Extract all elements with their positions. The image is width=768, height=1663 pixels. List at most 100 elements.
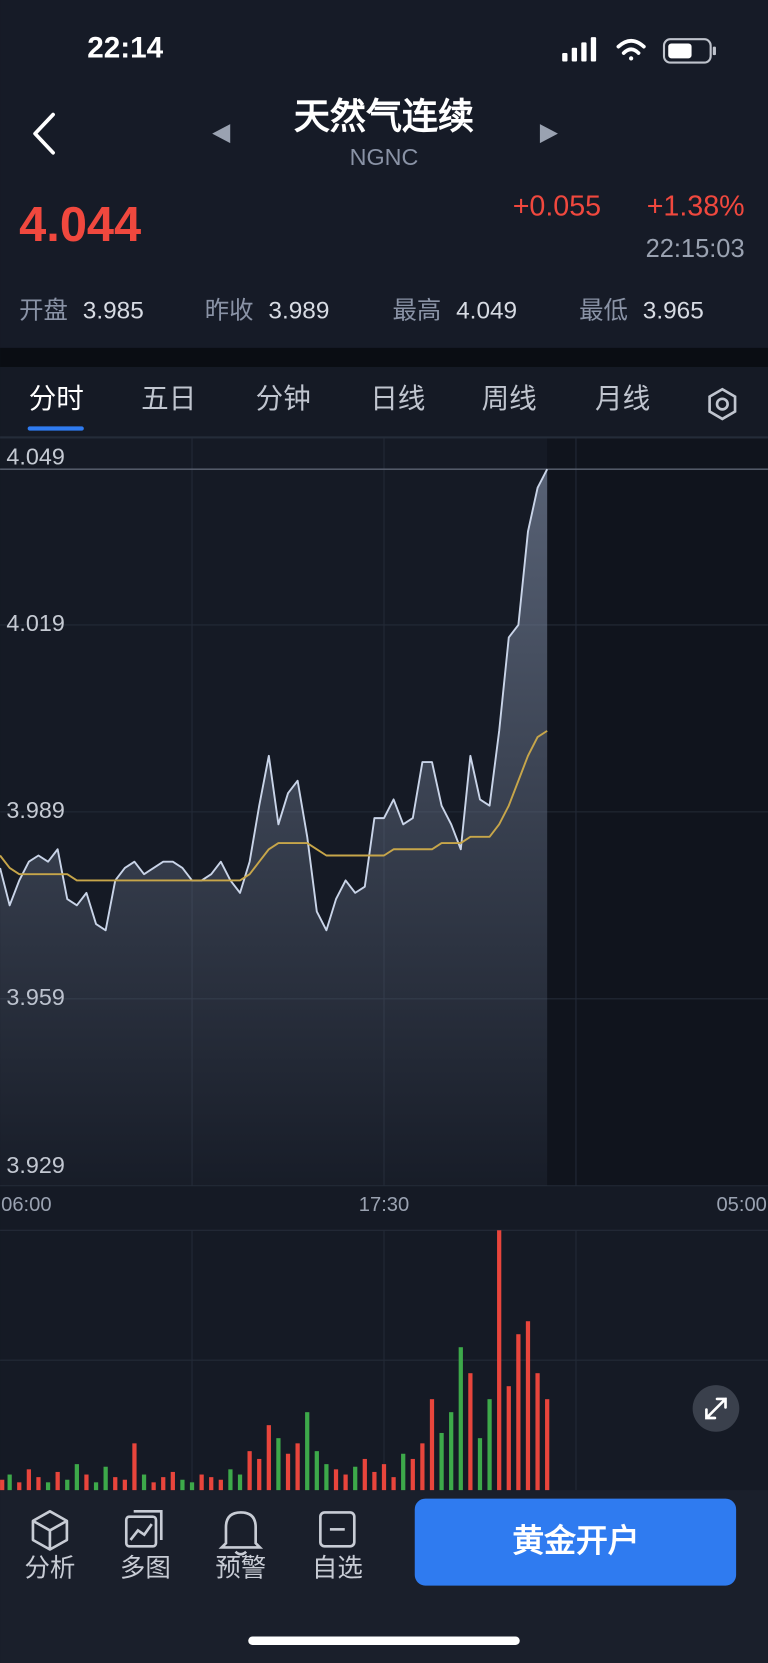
volume-bar	[55, 1471, 60, 1491]
volume-bar	[161, 1477, 166, 1491]
nav-label[interactable]: 多图	[120, 1554, 171, 1582]
volume-bar	[439, 1432, 444, 1491]
volume-bar	[487, 1399, 492, 1491]
volume-bar	[429, 1399, 435, 1491]
volume-bar	[420, 1443, 425, 1491]
volume-bar	[545, 1399, 550, 1491]
nav-items: 分析 多图 预警 自选	[24, 1554, 362, 1582]
volume-bar	[525, 1321, 531, 1491]
watchlist-icon	[319, 1511, 356, 1548]
tab[interactable]: 日线	[370, 383, 425, 414]
tab[interactable]: 分钟	[256, 383, 311, 414]
quote-time: 22:15:03	[646, 235, 745, 263]
back-button[interactable]	[33, 112, 55, 155]
next-button[interactable]	[539, 124, 558, 144]
price-change-pct: +1.38%	[647, 190, 745, 222]
volume-bar	[189, 1482, 195, 1491]
volume-bar	[535, 1373, 540, 1491]
volume-bar	[314, 1451, 319, 1491]
volume-bar	[209, 1477, 214, 1491]
expand-button[interactable]	[692, 1385, 740, 1432]
nav-label[interactable]: 预警	[215, 1554, 266, 1582]
volume-bar	[285, 1453, 291, 1491]
volume-bar	[0, 1479, 5, 1491]
volume-bar	[477, 1438, 483, 1491]
volume-bar	[45, 1482, 51, 1491]
x-tick-label: 06:00	[1, 1194, 51, 1216]
subtitle: NGNC	[350, 144, 419, 170]
stat-label: 昨收	[205, 297, 254, 324]
volume-bar	[36, 1477, 41, 1491]
volume-bar	[410, 1458, 415, 1491]
stat-value: 3.989	[268, 297, 329, 324]
wifi-icon	[616, 38, 646, 61]
battery-icon	[662, 38, 716, 64]
nav-label[interactable]: 分析	[24, 1554, 75, 1582]
x-tick-label: 17:30	[359, 1194, 409, 1216]
y-tick-label: 3.989	[6, 797, 64, 823]
volume-bar	[458, 1347, 463, 1491]
title: 天然气连续	[294, 95, 474, 136]
divider-band	[0, 347, 768, 367]
volume-bar	[26, 1469, 31, 1491]
prev-button[interactable]	[212, 124, 231, 144]
volume-bar	[497, 1230, 502, 1491]
tab[interactable]: 周线	[482, 383, 537, 414]
volume-bar	[17, 1482, 22, 1491]
volume-bar	[132, 1443, 137, 1491]
volume-bar	[65, 1479, 70, 1491]
volume-bar	[353, 1466, 358, 1491]
settings-button[interactable]	[708, 387, 737, 421]
volume-bar	[276, 1438, 281, 1491]
volume-bar	[218, 1479, 223, 1491]
volume-bar	[257, 1458, 262, 1491]
volume-bar	[324, 1464, 329, 1491]
stat-value: 3.985	[83, 297, 144, 324]
stat-label: 开盘	[19, 297, 68, 324]
volume-bar	[84, 1474, 89, 1491]
volume-bar	[401, 1453, 406, 1491]
signal-icon	[562, 37, 597, 62]
open-account-label: 黄金开户	[512, 1523, 639, 1559]
tab[interactable]: 月线	[595, 383, 650, 414]
volume-bar	[103, 1466, 108, 1491]
tab[interactable]: 分时	[29, 383, 84, 414]
volume-bar	[170, 1471, 175, 1491]
price-change: +0.055	[513, 190, 601, 222]
volume-bar	[180, 1479, 185, 1491]
home-indicator	[248, 1636, 520, 1645]
volume-bar	[391, 1477, 396, 1491]
volume-bar	[295, 1443, 300, 1491]
volume-bar	[468, 1373, 473, 1491]
volume-bar	[516, 1334, 521, 1491]
active-tab-indicator	[27, 426, 84, 431]
price-line	[0, 468, 549, 932]
stats-row: 开盘 3.985 昨收 3.989 最高 4.049 最低 3.965	[19, 297, 704, 324]
multi-chart-icon	[124, 1510, 163, 1548]
x-tick-label: 05:00	[716, 1194, 766, 1216]
tab-bar: 分时 五日 分钟 日线 周线 月线	[29, 383, 650, 414]
volume-bar	[506, 1386, 511, 1491]
volume-bar	[237, 1474, 243, 1491]
volume-bar	[343, 1474, 348, 1491]
open-account-button[interactable]	[414, 1498, 737, 1586]
average-line	[0, 730, 548, 882]
volume-bar	[247, 1451, 252, 1491]
volume-bar	[449, 1412, 454, 1491]
volume-bar	[113, 1477, 118, 1491]
last-price: 4.044	[19, 198, 141, 252]
volume-bar	[266, 1425, 271, 1491]
analysis-icon	[31, 1510, 69, 1551]
volume-bar	[141, 1474, 147, 1491]
volume-bar	[362, 1458, 367, 1491]
status-time: 22:14	[87, 32, 163, 65]
volume-bar	[372, 1471, 377, 1491]
stat-value: 4.049	[456, 297, 517, 324]
volume-bar	[7, 1474, 12, 1491]
y-tick-label: 4.049	[6, 443, 64, 469]
tab[interactable]: 五日	[141, 383, 196, 414]
nav-label[interactable]: 自选	[312, 1554, 363, 1582]
